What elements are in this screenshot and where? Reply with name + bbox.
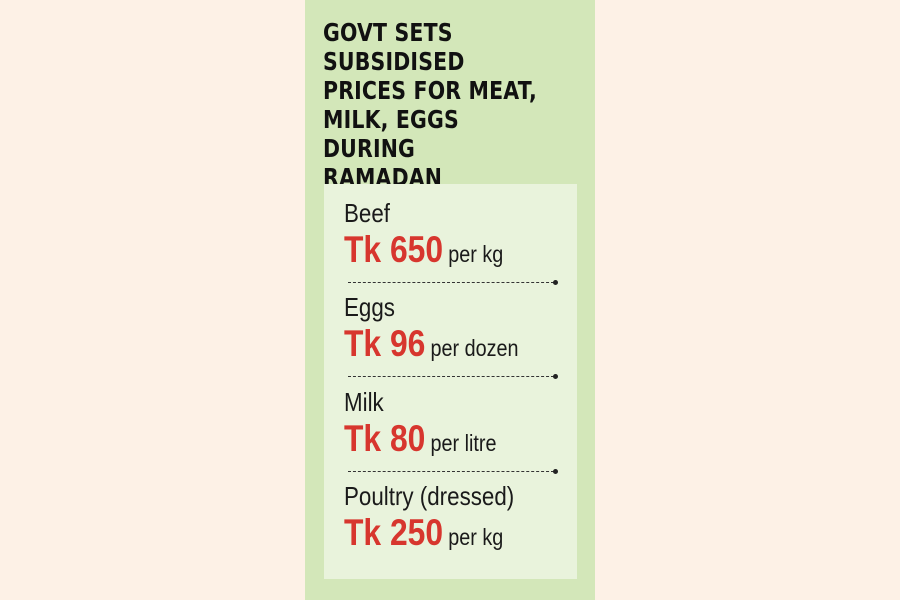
price-value: Tk 80 <box>344 418 426 459</box>
item-name: Poultry (dressed) <box>344 481 515 511</box>
price-line: Tk 650 per kg <box>344 230 525 270</box>
price-value: Tk 96 <box>344 323 426 364</box>
dashed-divider <box>348 468 558 474</box>
price-line: Tk 80 per litre <box>344 419 525 459</box>
price-item-eggs: Eggs Tk 96 per dozen <box>344 292 554 364</box>
price-unit: per kg <box>448 524 504 550</box>
price-value: Tk 650 <box>344 229 444 270</box>
price-unit: per dozen <box>430 335 519 361</box>
dashed-divider <box>348 373 558 379</box>
price-line: Tk 96 per dozen <box>344 324 525 364</box>
price-value: Tk 250 <box>344 512 444 553</box>
price-unit: per kg <box>448 241 504 267</box>
item-name: Eggs <box>344 292 395 322</box>
price-line: Tk 250 per kg <box>344 513 525 553</box>
price-list-panel: Beef Tk 650 per kg Eggs Tk 96 per dozen Mi… <box>324 184 577 579</box>
price-unit: per litre <box>430 430 497 456</box>
price-item-poultry: Poultry (dressed) Tk 250 per kg <box>344 481 554 553</box>
dashed-divider <box>348 279 558 285</box>
price-item-beef: Beef Tk 650 per kg <box>344 198 554 270</box>
headline: GOVT SETS SUBSIDISED PRICES FOR MEAT, MI… <box>323 18 537 192</box>
item-name: Beef <box>344 198 391 228</box>
infographic-card: GOVT SETS SUBSIDISED PRICES FOR MEAT, MI… <box>305 0 595 600</box>
item-name: Milk <box>344 387 384 417</box>
price-item-milk: Milk Tk 80 per litre <box>344 387 554 459</box>
